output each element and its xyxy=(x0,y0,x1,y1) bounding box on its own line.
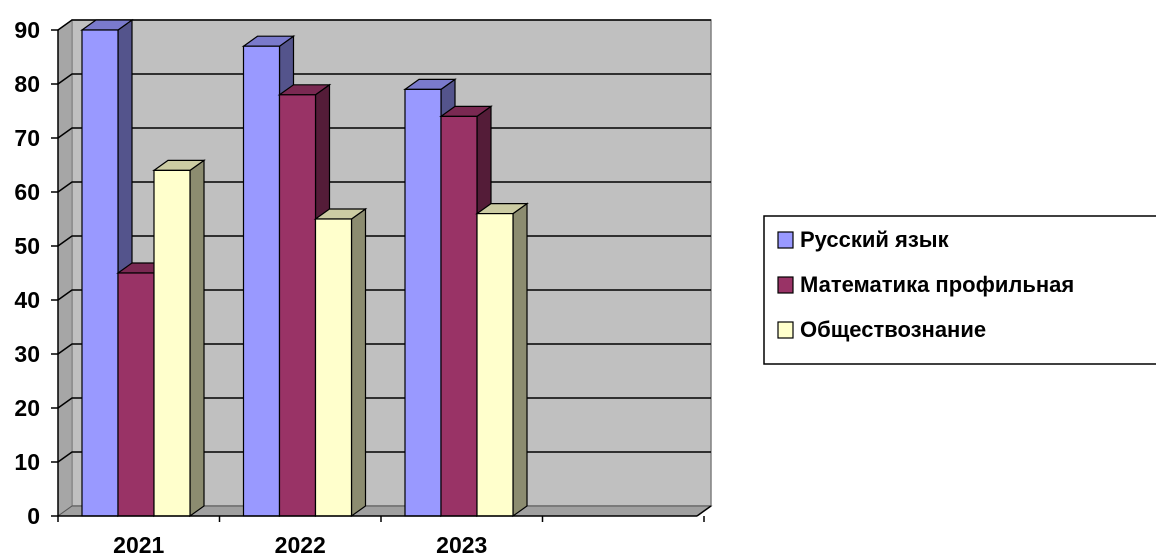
legend-box xyxy=(763,215,1156,365)
bar-front xyxy=(404,88,442,517)
y-tick-label: 90 xyxy=(14,17,40,43)
legend-label: Обществознание xyxy=(800,317,986,342)
bar-side xyxy=(350,207,367,518)
axes: 0 10 20 30 40 50 60 70 80 90 2021 2022 2023 xyxy=(14,17,712,558)
bar-front xyxy=(314,218,353,517)
y-tick-label: 0 xyxy=(27,503,40,529)
x-tick-label: 2021 xyxy=(113,532,164,558)
gridline xyxy=(57,73,711,85)
bar xyxy=(475,202,529,518)
gridline xyxy=(57,127,711,139)
bar-side xyxy=(189,159,205,518)
y-tick-label: 10 xyxy=(14,449,40,475)
bar-front xyxy=(153,169,191,517)
bar-front xyxy=(278,94,317,517)
bar-front xyxy=(476,213,514,517)
legend-label: Математика профильная xyxy=(800,272,1074,297)
x-tick-label: 2023 xyxy=(436,532,487,558)
bar-front xyxy=(440,115,478,517)
y-tick-label: 60 xyxy=(14,179,40,205)
bar-front xyxy=(81,29,119,517)
x-axis-depth-line xyxy=(696,505,712,517)
gridline xyxy=(57,181,711,193)
bars xyxy=(80,18,529,518)
gridline xyxy=(57,19,711,31)
y-tick-label: 40 xyxy=(14,287,40,313)
bar-front xyxy=(242,45,281,517)
plot-side-wall xyxy=(57,19,73,517)
y-tick-label: 80 xyxy=(14,71,40,97)
y-tick-label: 50 xyxy=(14,233,40,259)
bar xyxy=(152,159,206,518)
y-tick-label: 30 xyxy=(14,341,40,367)
y-tick-label: 20 xyxy=(14,395,40,421)
bar-side xyxy=(512,202,528,518)
bar-front xyxy=(117,272,155,517)
legend-swatch xyxy=(777,276,794,294)
x-tick-label: 2022 xyxy=(275,532,326,558)
legend-label: Русский язык xyxy=(800,227,950,252)
legend: Русский язык Математика профильная Обществ… xyxy=(763,215,1156,365)
bar xyxy=(313,207,368,518)
legend-swatch xyxy=(777,231,794,249)
legend-swatch xyxy=(777,321,794,339)
y-tick-label: 70 xyxy=(14,125,40,151)
bar xyxy=(403,78,457,518)
